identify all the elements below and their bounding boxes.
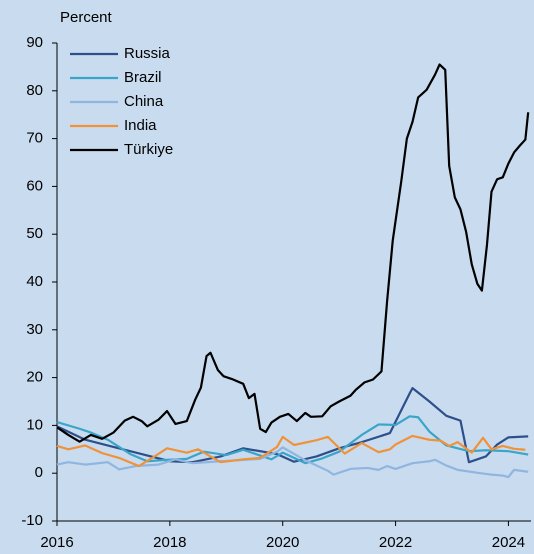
y-tick-label: 60 <box>26 177 43 194</box>
legend-label: Türkiye <box>124 141 173 158</box>
y-tick-label: 90 <box>26 34 43 51</box>
y-tick-label: -10 <box>21 512 43 529</box>
y-axis-label: Percent <box>60 9 113 26</box>
y-tick-label: 30 <box>26 321 43 338</box>
y-tick-label: 40 <box>26 273 43 290</box>
y-tick-label: 20 <box>26 369 43 386</box>
x-tick-label: 2020 <box>266 534 299 551</box>
series-line <box>56 434 526 468</box>
legend-label: Russia <box>124 45 171 62</box>
legend-label: China <box>124 93 164 110</box>
y-tick-label: 50 <box>26 225 43 242</box>
y-tick-label: 80 <box>26 82 43 99</box>
x-tick-label: 2016 <box>40 534 73 551</box>
x-tick-label: 2022 <box>379 534 412 551</box>
series-line <box>56 415 529 465</box>
y-tick-label: 0 <box>35 464 43 481</box>
legend-label: Brazil <box>124 69 162 86</box>
y-tick-label: 10 <box>26 416 43 433</box>
x-tick-label: 2018 <box>153 534 186 551</box>
series-line <box>56 446 529 479</box>
legend-label: India <box>124 117 157 134</box>
y-tick-label: 70 <box>26 130 43 147</box>
x-tick-label: 2024 <box>492 534 525 551</box>
series-line <box>56 63 530 443</box>
